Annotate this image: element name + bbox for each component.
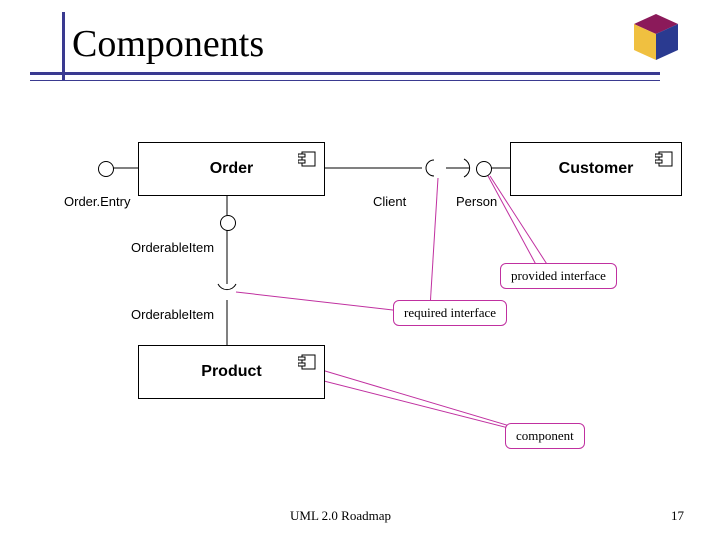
required-interface-socket [462,156,478,185]
component-icon [655,151,673,172]
component-product: Product [138,345,325,399]
interface-label-orderable-prov: OrderableItem [131,240,214,255]
component-label: Product [201,363,261,381]
page-title: Components [72,22,264,66]
required-interface-socket [422,158,436,183]
interface-label-person: Person [456,194,497,209]
component-customer: Customer [510,142,682,196]
component-label: Order [210,160,254,178]
slide: Components [0,0,720,540]
callout-label: provided interface [511,268,606,283]
required-interface-socket [215,282,239,303]
component-icon [298,151,316,172]
provided-interface-ball [98,161,114,177]
interface-label-client: Client [373,194,406,209]
footer-text: UML 2.0 Roadmap [290,508,391,524]
component-label: Customer [559,160,634,178]
provided-interface-ball [476,161,492,177]
title-vertical-bar [62,12,65,80]
title-underline-thick [30,72,660,75]
callout-label: required interface [404,305,496,320]
callout-label: component [516,428,574,443]
interface-label-orderable-req: OrderableItem [131,307,214,322]
component-icon [298,354,316,375]
interface-label-order-entry: Order.Entry [64,194,130,209]
component-order: Order [138,142,325,196]
callout-required-interface: required interface [393,300,507,326]
callout-component: component [505,423,585,449]
page-number: 17 [671,508,684,524]
callout-provided-interface: provided interface [500,263,617,289]
title-underline-thin [30,80,660,81]
provided-interface-ball [220,215,236,231]
uml-logo-icon [626,10,686,71]
